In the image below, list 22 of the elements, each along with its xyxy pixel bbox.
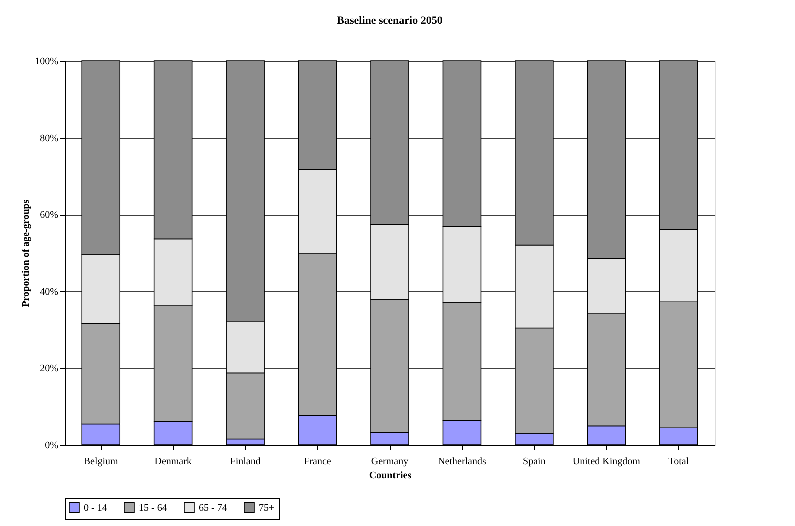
x-axis-title: Countries	[369, 470, 412, 482]
x-tick-label: France	[304, 456, 332, 468]
chart-title: Baseline scenario 2050	[337, 15, 444, 27]
y-tick-label: 0%	[45, 440, 58, 452]
y-tick-label: 40%	[40, 286, 58, 298]
x-tick-label: Netherlands	[438, 456, 486, 468]
x-tick-label: Total	[668, 456, 690, 468]
legend-label: 75+	[259, 502, 275, 514]
x-tick-label: United Kingdom	[572, 456, 641, 468]
y-axis-title: Proportion of age-groups	[21, 200, 32, 308]
legend-label: 0 - 14	[84, 502, 108, 514]
y-tick-label: 60%	[40, 210, 58, 222]
y-tick-label: 80%	[40, 133, 58, 144]
y-tick-label: 20%	[40, 364, 58, 375]
y-tick-label: 100%	[35, 56, 58, 68]
x-tick-label: Germany	[371, 456, 409, 468]
x-tick-label: Belgium	[84, 456, 119, 468]
x-tick-label: Denmark	[154, 456, 192, 468]
legend-label: 65 - 74	[199, 502, 228, 514]
legend-label: 15 - 64	[139, 502, 168, 514]
x-tick-label: Spain	[523, 456, 546, 468]
x-tick-label: Finland	[230, 456, 261, 468]
